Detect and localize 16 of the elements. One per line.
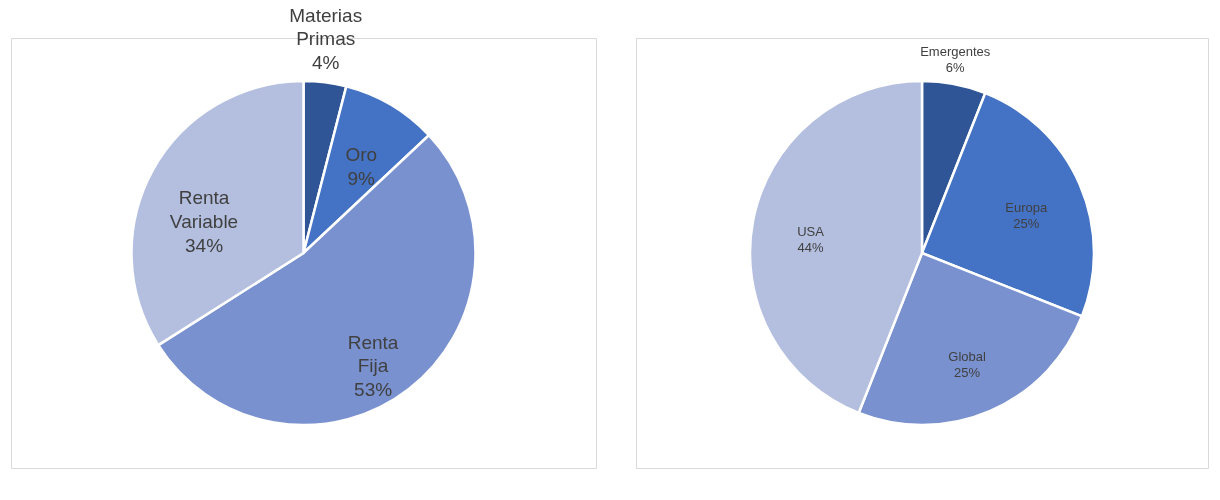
- data-label: 9%: [347, 168, 376, 190]
- data-label: 44%: [797, 239, 824, 255]
- data-label: 53%: [354, 379, 393, 401]
- slice-label: Renta Variable: [169, 187, 239, 233]
- slice-label: Renta Fija: [347, 331, 399, 377]
- slice-label: Emergentes: [920, 43, 991, 59]
- data-label: 4%: [311, 52, 340, 74]
- data-label: 6%: [945, 59, 966, 75]
- slice-label: Global: [948, 349, 986, 365]
- slice-label: Europa: [1005, 199, 1048, 215]
- data-label: 25%: [954, 365, 981, 381]
- slice-label: USA: [797, 223, 825, 239]
- slice-label: Materias Primas: [289, 4, 363, 50]
- data-label: 34%: [185, 234, 224, 256]
- slice-label: Oro: [345, 144, 378, 166]
- data-label: 25%: [1013, 216, 1040, 232]
